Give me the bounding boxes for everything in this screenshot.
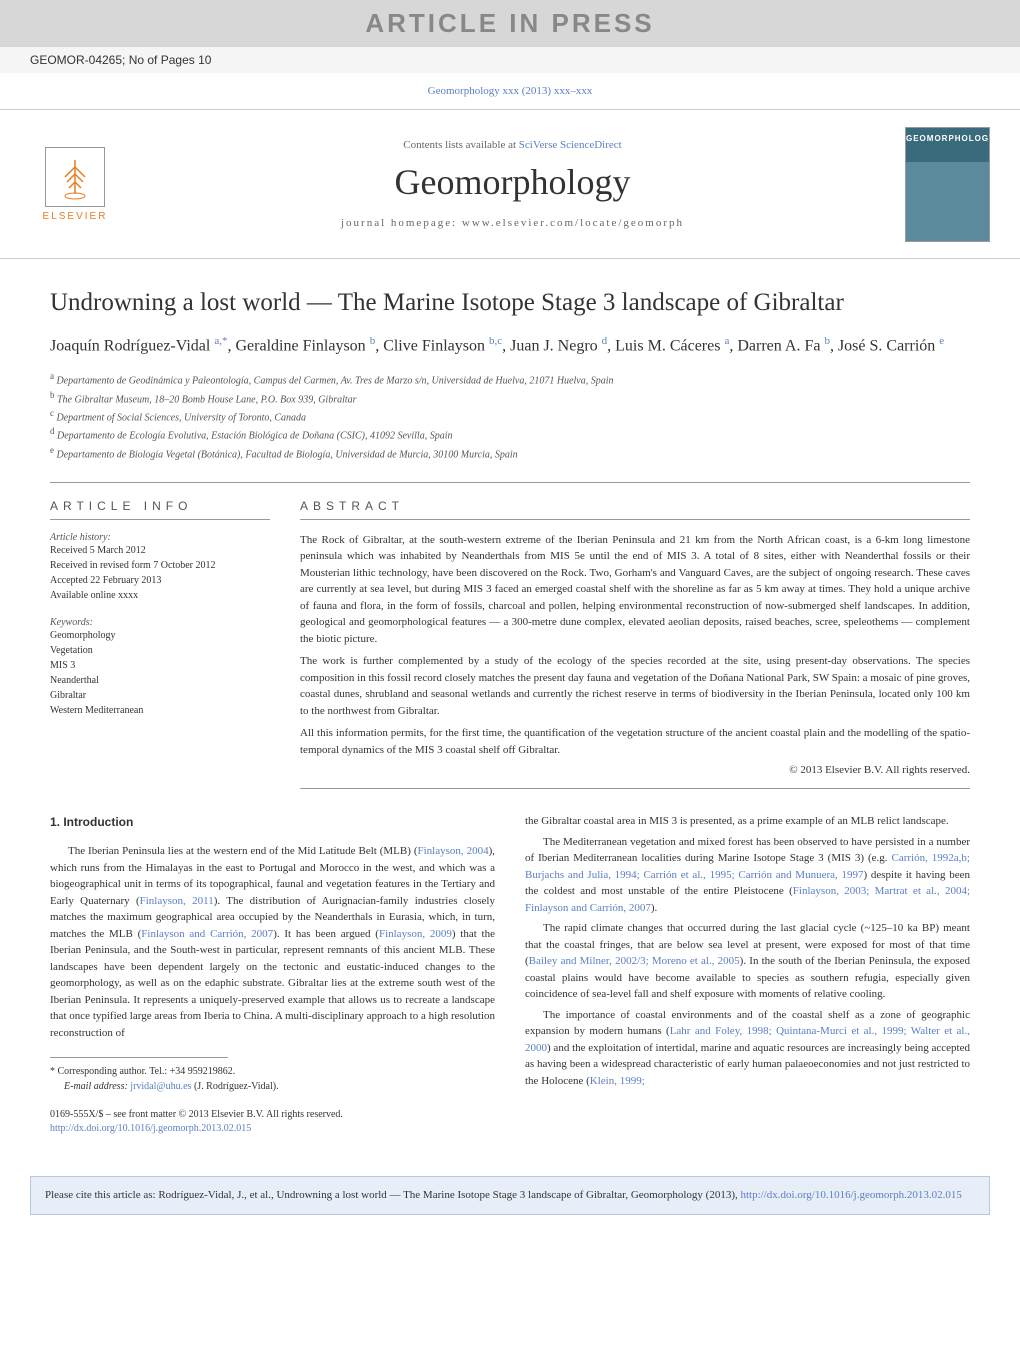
body-left-column: 1. Introduction The Iberian Peninsula li… bbox=[50, 813, 495, 1136]
keyword-line: Neanderthal bbox=[50, 673, 270, 688]
keyword-line: MIS 3 bbox=[50, 658, 270, 673]
history-line: Accepted 22 February 2013 bbox=[50, 573, 270, 588]
author-name: , José S. Carrión bbox=[830, 337, 939, 354]
right-para-1: the Gibraltar coastal area in MIS 3 is p… bbox=[525, 813, 970, 830]
affiliation-list: a Departamento de Geodinámica y Paleonto… bbox=[50, 370, 970, 462]
keyword-line: Geomorphology bbox=[50, 628, 270, 643]
author-list: Joaquín Rodríguez-Vidal a,*, Geraldine F… bbox=[50, 333, 970, 358]
author-sup: b,c bbox=[489, 335, 502, 347]
in-press-banner: ARTICLE IN PRESS bbox=[0, 0, 1020, 47]
cover-title: GEOMORPHOLOGY bbox=[906, 134, 989, 143]
affiliation-line: b The Gibraltar Museum, 18–20 Bomb House… bbox=[50, 389, 970, 407]
abstract-para: All this information permits, for the fi… bbox=[300, 725, 970, 758]
header-center: Contents lists available at SciVerse Sci… bbox=[120, 139, 905, 229]
right-para-3: The rapid climate changes that occurred … bbox=[525, 920, 970, 1003]
copyright-abstract: © 2013 Elsevier B.V. All rights reserved… bbox=[300, 764, 970, 776]
ref-finlayson-2004[interactable]: Finlayson, 2004 bbox=[418, 845, 489, 857]
elsevier-wordmark: ELSEVIER bbox=[43, 211, 108, 222]
abstract-column: ABSTRACT The Rock of Gibraltar, at the s… bbox=[300, 499, 970, 790]
journal-title: Geomorphology bbox=[120, 161, 905, 203]
abstract-label: ABSTRACT bbox=[300, 499, 970, 520]
keyword-line: Western Mediterranean bbox=[50, 703, 270, 718]
author-name: , Darren A. Fa bbox=[729, 337, 824, 354]
ref-bailey-moreno[interactable]: Bailey and Milner, 2002/3; Moreno et al.… bbox=[529, 955, 740, 967]
ref-finlayson-carrion-2007[interactable]: Finlayson and Carrión, 2007 bbox=[141, 928, 273, 940]
keyword-line: Gibraltar bbox=[50, 688, 270, 703]
journal-homepage: journal homepage: www.elsevier.com/locat… bbox=[120, 217, 905, 229]
body-right-column: the Gibraltar coastal area in MIS 3 is p… bbox=[525, 813, 970, 1136]
front-matter-footer: 0169-555X/$ – see front matter © 2013 El… bbox=[50, 1108, 495, 1136]
cite-prefix: Please cite this article as: Rodríguez-V… bbox=[45, 1189, 741, 1201]
contents-prefix: Contents lists available at bbox=[403, 139, 518, 151]
contents-available-line: Contents lists available at SciVerse Sci… bbox=[120, 139, 905, 151]
affiliation-line: a Departamento de Geodinámica y Paleonto… bbox=[50, 370, 970, 388]
article-info-label: ARTICLE INFO bbox=[50, 499, 270, 520]
corresponding-email-link[interactable]: jrvidal@uhu.es bbox=[130, 1081, 191, 1092]
issn-line: 0169-555X/$ – see front matter © 2013 El… bbox=[50, 1108, 495, 1122]
abstract-para: The Rock of Gibraltar, at the south-west… bbox=[300, 532, 970, 648]
journal-cover-thumb: GEOMORPHOLOGY bbox=[905, 127, 990, 242]
article-id-bar: GEOMOR-04265; No of Pages 10 bbox=[0, 47, 1020, 73]
email-suffix: (J. Rodríguez-Vidal). bbox=[191, 1081, 278, 1092]
article-history: Received 5 March 2012Received in revised… bbox=[50, 543, 270, 603]
intro-heading: 1. Introduction bbox=[50, 813, 495, 831]
keywords-label: Keywords: bbox=[50, 617, 270, 628]
doi-link[interactable]: http://dx.doi.org/10.1016/j.geomorph.201… bbox=[50, 1123, 251, 1134]
abstract-text: The Rock of Gibraltar, at the south-west… bbox=[300, 532, 970, 759]
corresponding-author-note: * Corresponding author. Tel.: +34 959219… bbox=[50, 1064, 495, 1079]
author-name: , Juan J. Negro bbox=[502, 337, 602, 354]
author-name: , Luis M. Cáceres bbox=[607, 337, 724, 354]
right-para-2: The Mediterranean vegetation and mixed f… bbox=[525, 834, 970, 917]
intro-para-1: The Iberian Peninsula lies at the wester… bbox=[50, 843, 495, 1041]
ref-finlayson-2011[interactable]: Finlayson, 2011 bbox=[140, 895, 214, 907]
elsevier-tree-icon bbox=[45, 147, 105, 207]
history-label: Article history: bbox=[50, 532, 270, 543]
article-info-column: ARTICLE INFO Article history: Received 5… bbox=[50, 499, 270, 790]
author-sup: a,* bbox=[214, 335, 227, 347]
please-cite-box: Please cite this article as: Rodríguez-V… bbox=[30, 1176, 990, 1215]
keyword-list: GeomorphologyVegetationMIS 3NeanderthalG… bbox=[50, 628, 270, 718]
author-name: Joaquín Rodríguez-Vidal bbox=[50, 337, 214, 354]
history-line: Received in revised form 7 October 2012 bbox=[50, 558, 270, 573]
footnote-block: * Corresponding author. Tel.: +34 959219… bbox=[50, 1064, 495, 1094]
top-citation: Geomorphology xxx (2013) xxx–xxx bbox=[0, 73, 1020, 109]
homepage-url[interactable]: www.elsevier.com/locate/geomorph bbox=[462, 217, 684, 229]
right-para-4: The importance of coastal environments a… bbox=[525, 1007, 970, 1090]
elsevier-logo: ELSEVIER bbox=[30, 134, 120, 234]
homepage-prefix: journal homepage: bbox=[341, 217, 462, 229]
author-sup: e bbox=[939, 335, 944, 347]
ref-finlayson-2009[interactable]: Finlayson, 2009 bbox=[379, 928, 452, 940]
scidirect-link[interactable]: SciVerse ScienceDirect bbox=[519, 139, 622, 151]
history-line: Received 5 March 2012 bbox=[50, 543, 270, 558]
body-two-column: 1. Introduction The Iberian Peninsula li… bbox=[50, 813, 970, 1136]
affiliation-line: e Departamento de Biología Vegetal (Botá… bbox=[50, 444, 970, 462]
affiliation-line: c Department of Social Sciences, Univers… bbox=[50, 407, 970, 425]
journal-header: ELSEVIER Contents lists available at Sci… bbox=[0, 109, 1020, 259]
affiliation-line: d Departamento de Ecología Evolutiva, Es… bbox=[50, 425, 970, 443]
author-name: , Clive Finlayson bbox=[375, 337, 489, 354]
article-title: Undrowning a lost world — The Marine Iso… bbox=[50, 289, 970, 317]
author-name: , Geraldine Finlayson bbox=[227, 337, 369, 354]
ref-klein-1999[interactable]: Klein, 1999; bbox=[590, 1075, 645, 1087]
cite-doi-link[interactable]: http://dx.doi.org/10.1016/j.geomorph.201… bbox=[741, 1189, 962, 1201]
email-line: E-mail address: jrvidal@uhu.es (J. Rodrí… bbox=[50, 1079, 495, 1094]
abstract-para: The work is further complemented by a st… bbox=[300, 653, 970, 719]
history-line: Available online xxxx bbox=[50, 588, 270, 603]
email-label: E-mail address: bbox=[64, 1081, 130, 1092]
keyword-line: Vegetation bbox=[50, 643, 270, 658]
